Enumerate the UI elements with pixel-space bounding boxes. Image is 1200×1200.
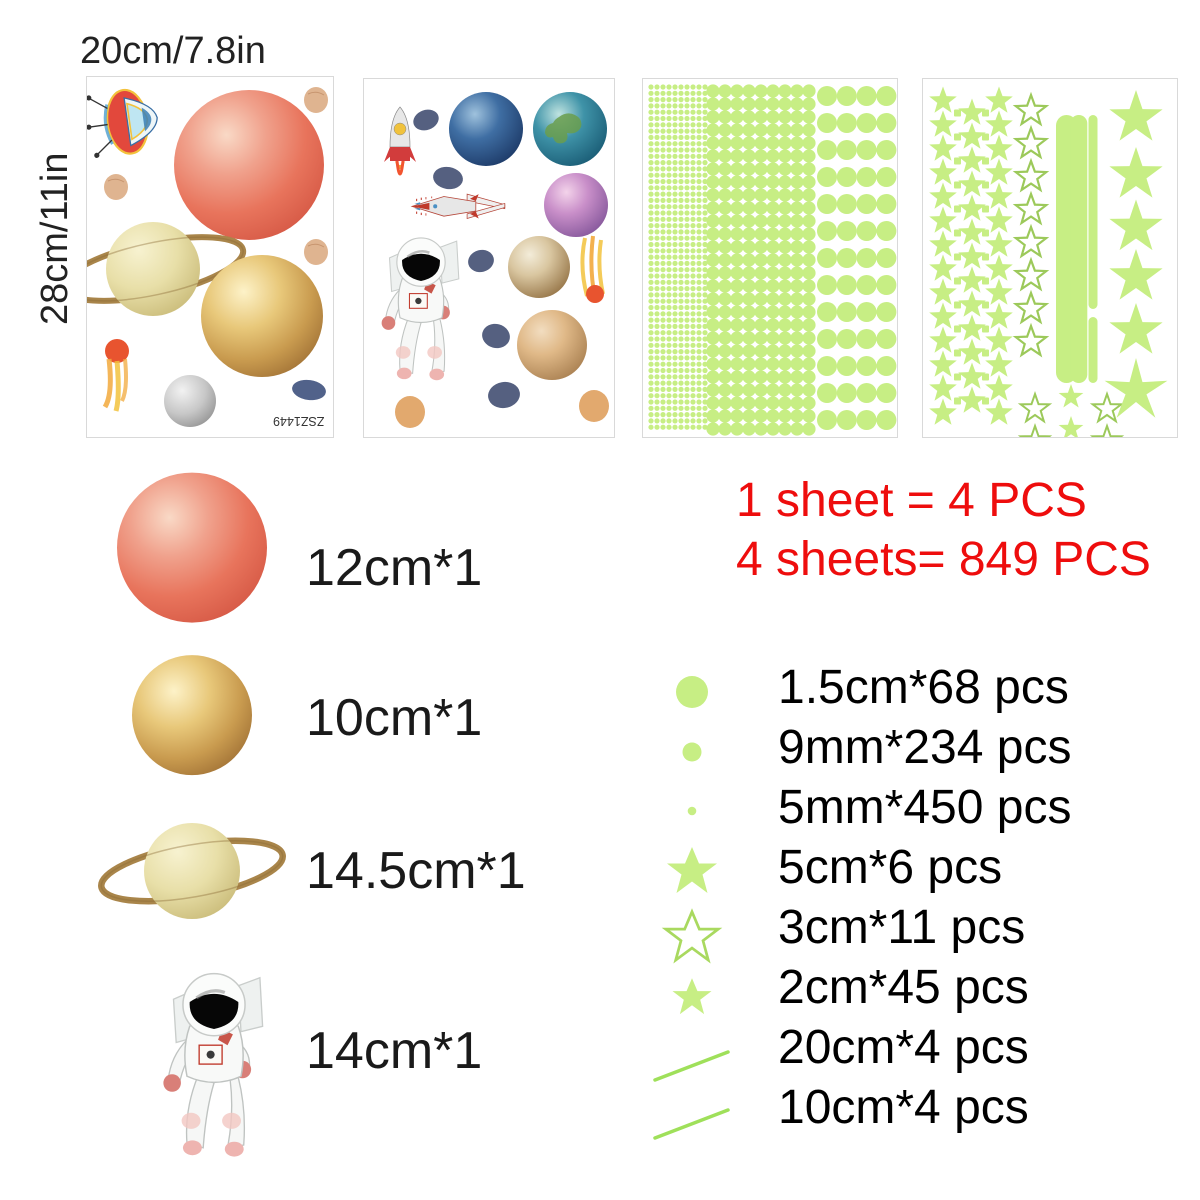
svg-text:ZSZ1449: ZSZ1449: [273, 414, 324, 428]
svg-text:12cm*1: 12cm*1: [306, 539, 482, 597]
svg-text:10cm*1: 10cm*1: [306, 689, 482, 747]
svg-text:14.5cm*1: 14.5cm*1: [306, 842, 526, 900]
svg-text:14cm*1: 14cm*1: [306, 1022, 482, 1080]
svg-text:5cm*6 pcs: 5cm*6 pcs: [778, 841, 1002, 894]
svg-text:10cm*4 pcs: 10cm*4 pcs: [778, 1081, 1029, 1134]
svg-text:3cm*11 pcs: 3cm*11 pcs: [778, 901, 1025, 954]
svg-text:20cm*4 pcs: 20cm*4 pcs: [778, 1021, 1029, 1074]
svg-text:2cm*45 pcs: 2cm*45 pcs: [778, 961, 1029, 1014]
svg-text:1.5cm*68 pcs: 1.5cm*68 pcs: [778, 661, 1069, 714]
svg-text:5mm*450 pcs: 5mm*450 pcs: [778, 781, 1071, 834]
svg-text:9mm*234 pcs: 9mm*234 pcs: [778, 721, 1071, 774]
